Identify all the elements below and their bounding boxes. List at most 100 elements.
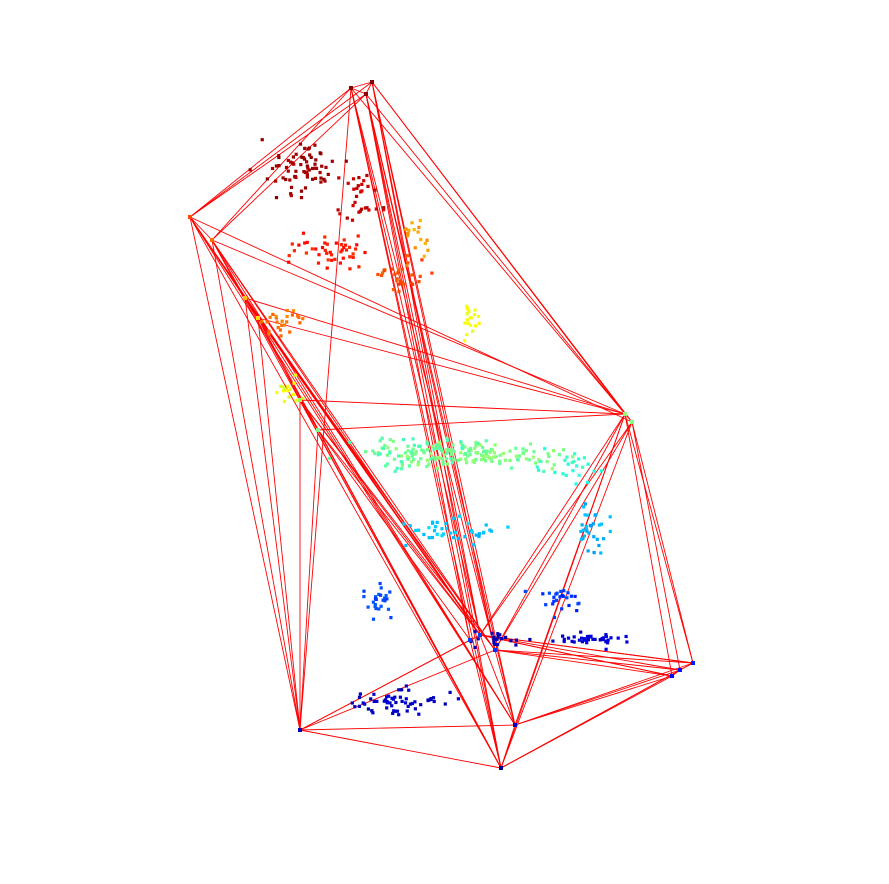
data-point — [388, 701, 392, 705]
data-point — [514, 454, 518, 458]
data-point — [585, 641, 589, 645]
data-point — [444, 521, 448, 525]
data-point — [450, 448, 454, 452]
data-point — [388, 590, 392, 594]
data-point — [392, 457, 396, 461]
data-point — [280, 319, 284, 323]
data-point — [290, 313, 294, 317]
data-point — [580, 523, 584, 527]
data-point — [327, 456, 331, 460]
data-point — [515, 458, 520, 462]
data-point — [351, 177, 356, 181]
data-point — [572, 640, 576, 644]
data-point — [459, 440, 463, 444]
hull-edge — [365, 93, 481, 636]
data-point — [302, 170, 306, 174]
data-point — [301, 317, 305, 321]
data-point — [496, 632, 500, 636]
data-point — [363, 250, 367, 255]
data-point — [417, 444, 421, 448]
data-point — [523, 589, 527, 593]
data-point — [277, 155, 281, 160]
data-point — [333, 257, 337, 261]
data-point — [435, 520, 439, 524]
hull-edge — [317, 429, 481, 636]
data-point — [298, 142, 303, 146]
data-point — [484, 439, 488, 443]
data-point — [435, 466, 439, 470]
data-point — [364, 450, 368, 454]
data-point — [440, 450, 444, 454]
data-point — [326, 258, 330, 262]
data-point — [471, 329, 475, 333]
data-point — [579, 537, 583, 541]
data-point — [577, 457, 581, 461]
data-point — [427, 526, 431, 530]
data-point — [524, 449, 528, 453]
data-point — [498, 459, 502, 463]
data-point — [293, 373, 297, 377]
data-point — [274, 314, 278, 318]
data-point — [404, 227, 408, 231]
data-point — [410, 454, 414, 458]
data-point — [608, 515, 612, 519]
data-point — [425, 464, 429, 469]
data-point — [437, 440, 441, 444]
data-point — [432, 699, 436, 704]
data-point — [400, 688, 404, 692]
data-point — [412, 228, 416, 232]
data-point — [355, 186, 359, 190]
data-point — [387, 694, 391, 698]
data-point — [471, 543, 475, 547]
data-point — [339, 250, 343, 254]
hull-vertex — [623, 412, 627, 416]
data-point — [572, 459, 576, 464]
data-point — [338, 261, 342, 265]
data-point — [591, 522, 595, 526]
data-point — [410, 449, 414, 453]
hull-edge — [350, 87, 367, 95]
data-point — [477, 321, 481, 325]
data-point — [396, 271, 400, 275]
hull-edge — [514, 675, 673, 726]
data-point — [305, 240, 309, 244]
data-point — [382, 208, 386, 212]
data-point — [301, 396, 305, 400]
data-point — [476, 441, 480, 445]
data-point — [357, 704, 361, 708]
data-point — [500, 637, 504, 641]
data-point — [305, 160, 309, 164]
data-point — [527, 458, 531, 462]
data-point — [361, 701, 365, 705]
data-point — [391, 439, 395, 443]
hull-edge — [211, 239, 496, 651]
data-point — [280, 323, 284, 327]
data-point — [373, 604, 377, 608]
data-point — [587, 531, 591, 535]
data-point — [524, 457, 528, 461]
data-point — [501, 452, 505, 456]
data-point — [577, 601, 581, 605]
hull-edge — [494, 649, 681, 671]
hull-edge — [317, 429, 471, 641]
data-point — [565, 455, 569, 459]
data-point — [474, 458, 478, 462]
data-point — [561, 634, 565, 638]
hull-vertex — [468, 638, 472, 642]
data-point — [290, 242, 294, 246]
hull-vertex — [364, 92, 368, 96]
data-point — [389, 616, 393, 620]
data-point — [413, 700, 417, 704]
data-point — [316, 261, 321, 265]
data-point — [279, 384, 283, 388]
data-point — [551, 602, 555, 606]
data-point — [381, 271, 385, 275]
hull-edge — [350, 87, 502, 769]
data-point — [288, 178, 292, 182]
data-point — [561, 448, 566, 452]
data-point — [514, 643, 518, 647]
data-point — [456, 697, 460, 701]
data-point — [393, 469, 397, 473]
data-point — [281, 389, 286, 393]
